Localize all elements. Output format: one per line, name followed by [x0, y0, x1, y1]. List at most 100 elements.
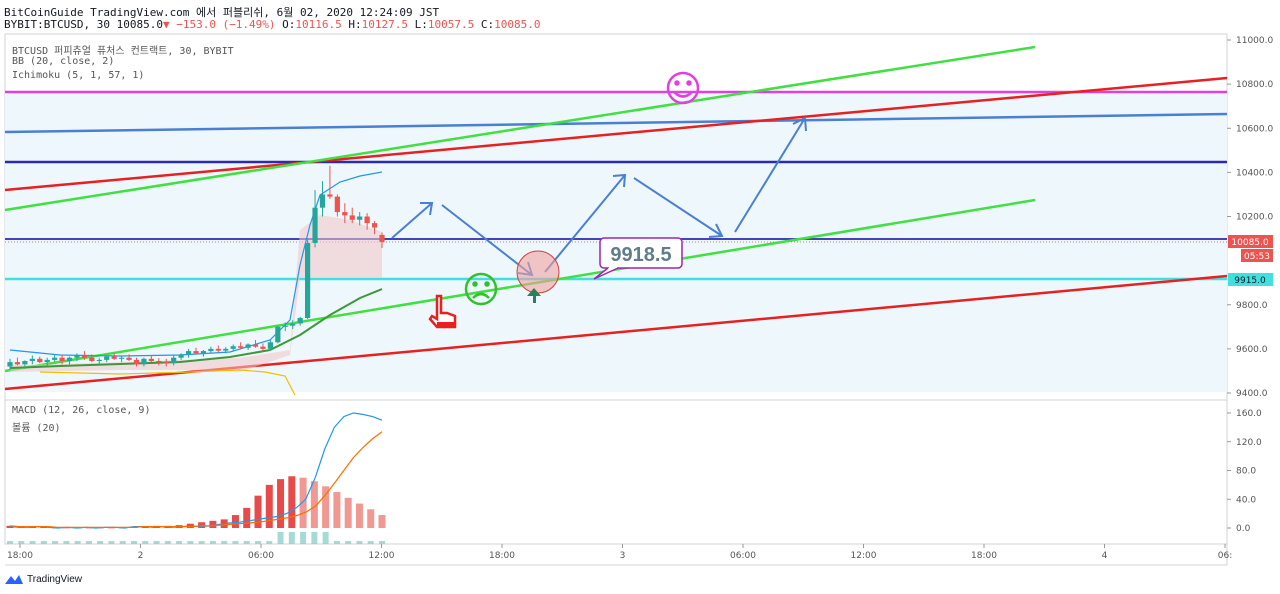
macd-hist-bar — [198, 522, 206, 528]
volume-bar — [209, 541, 216, 544]
volume-bar — [63, 541, 70, 544]
volume-bar — [266, 541, 273, 544]
candle-body — [200, 351, 207, 354]
last-price-tag-text: 10085.0 — [1231, 238, 1268, 248]
candle-body — [245, 344, 251, 348]
volume-bar — [74, 541, 81, 544]
volume-bar — [367, 541, 374, 544]
macd-tick-label-1: 120.0 — [1236, 438, 1262, 448]
macd-tick-label-2: 80.0 — [1236, 467, 1256, 477]
candle-body — [81, 355, 87, 358]
macd-hist-bar — [310, 481, 318, 528]
price-tick-label-0: 11000.0 — [1236, 36, 1273, 46]
last-price: 10085.0 — [116, 18, 163, 31]
trendline-red-upper — [4, 76, 1228, 192]
candle-body — [171, 357, 177, 364]
volume-bar — [153, 541, 160, 544]
time-tick-label-9: 4 — [1102, 551, 1108, 561]
up-arrow-icon — [527, 288, 541, 303]
macd-hist-bar — [254, 495, 262, 528]
time-tick-label-7: 12:00 — [851, 551, 877, 561]
volume-bar — [345, 541, 352, 544]
macd-hist-bar — [355, 503, 363, 528]
candle-body — [66, 357, 73, 362]
volume-bar — [356, 541, 363, 544]
time-tick-label-5: 3 — [620, 551, 626, 561]
price-tick-label-2: 10600.0 — [1236, 124, 1273, 134]
candle-body — [357, 216, 363, 220]
candle-body — [364, 216, 370, 224]
volume-bar — [119, 541, 126, 544]
candle-body — [163, 362, 169, 364]
candle-body — [133, 359, 140, 365]
time-tick-label-8: 18:00 — [971, 551, 997, 561]
candle-body — [89, 357, 95, 362]
macd-indicator-label[interactable]: MACD (12, 26, close, 9) — [12, 405, 151, 416]
candle-body — [215, 348, 221, 351]
volume-bar — [379, 541, 385, 544]
candle-body — [260, 346, 266, 349]
change: −153.0 (−1.49%) — [176, 18, 276, 31]
candle-body — [312, 207, 318, 243]
candle-body — [297, 317, 303, 324]
smile-icon — [666, 71, 700, 105]
candle-body — [37, 358, 43, 363]
candles — [7, 165, 385, 370]
signal-line — [9, 431, 383, 528]
countdown-tag — [1241, 249, 1273, 262]
main-series-label[interactable]: BTCUSD 퍼피츄얼 퓨처스 컨트랙트, 30, BYBIT — [12, 46, 234, 57]
time-tick-label-2: 06:00 — [248, 551, 274, 561]
macd-hist-bar — [231, 515, 239, 528]
volume-bar — [232, 541, 239, 544]
macd-tick-label-3: 40.0 — [1236, 495, 1256, 505]
volume-bar — [198, 541, 205, 544]
bollinger-upper — [9, 171, 383, 357]
candle-body — [7, 362, 13, 367]
level-price-tag — [1228, 273, 1273, 286]
macd-pane-frame — [4, 399, 1228, 545]
tradingview-footer[interactable]: TradingView — [4, 573, 82, 585]
volume-bar — [176, 541, 183, 544]
candle-body — [126, 357, 132, 360]
volume-bar — [164, 541, 171, 544]
candle-body — [334, 196, 340, 213]
ichimoku-indicator-label[interactable]: Ichimoku (5, 1, 57, 1) — [12, 70, 145, 81]
macd-hist-bar — [288, 476, 296, 528]
candle-body — [52, 357, 58, 360]
symbol: BYBIT:BTCUSD, 30 — [4, 18, 110, 31]
candle-body — [342, 212, 348, 216]
candle-body — [148, 358, 154, 362]
time-tick-label-3: 12:00 — [369, 551, 395, 561]
volume-bar — [142, 541, 149, 544]
macd-hist-bar — [299, 477, 307, 528]
volume-bar — [29, 541, 36, 544]
volume-bar — [187, 541, 194, 544]
candle-body — [230, 346, 236, 349]
volume-bar — [108, 541, 115, 544]
volume-bar — [243, 541, 250, 544]
tradingview-logo-icon — [5, 575, 23, 584]
time-tick-label-0: 18:00 — [7, 551, 33, 561]
time-axis: 18:00 2 06:00 12:00 18:00 3 06:00 12:00 18:00 4 06… — [7, 544, 1232, 561]
candle-body — [319, 194, 326, 208]
bb-indicator-label[interactable]: BB (20, close, 2) — [12, 56, 115, 67]
candle-body — [96, 359, 102, 362]
volume-bar — [255, 541, 261, 544]
publish-line: BitCoinGuide TradingView.com 에서 퍼블리쉬, 6월… — [4, 6, 440, 19]
candle-body — [59, 357, 65, 362]
price-tick-label-4: 10200.0 — [1236, 213, 1273, 223]
candle-body — [178, 354, 184, 358]
volume-bar — [288, 532, 295, 544]
candle-body — [104, 356, 110, 360]
candle-body — [275, 326, 281, 343]
pointing-hand-icon — [428, 294, 457, 329]
macd-hist-bar — [322, 486, 330, 528]
candle-body — [371, 223, 378, 228]
volume-bar — [131, 541, 137, 544]
volume-bar — [18, 541, 25, 544]
candle-body — [327, 194, 333, 197]
candle-body — [379, 234, 385, 242]
volume-indicator-label[interactable]: 볼륨 (20) — [12, 423, 61, 434]
volume-bar — [300, 532, 307, 544]
